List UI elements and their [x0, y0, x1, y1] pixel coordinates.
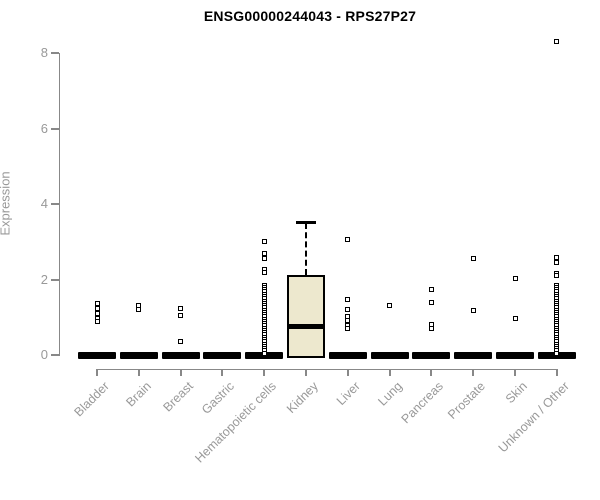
- x-category-label: Kidney: [283, 379, 321, 416]
- collapsed-box: [328, 351, 367, 359]
- outlier-point: [94, 306, 100, 312]
- outlier-point: [554, 260, 560, 265]
- y-tick-label: 4: [40, 196, 48, 211]
- x-category-label: Lung: [374, 379, 405, 409]
- outlier-point: [345, 318, 351, 324]
- y-axis-tick: [50, 127, 59, 130]
- outlier-point: [261, 256, 267, 262]
- collapsed-box: [78, 351, 116, 359]
- x-category-label: Hematopoietic cells: [192, 379, 280, 466]
- outlier-point: [387, 303, 393, 309]
- collapsed-box: [161, 351, 200, 359]
- outlier-point: [512, 275, 518, 281]
- collapsed-box: [496, 351, 534, 359]
- outlier-point: [554, 255, 560, 261]
- outlier-point: [261, 239, 267, 245]
- x-category-label: Pancreas: [399, 379, 447, 427]
- outlier-point: [470, 307, 476, 313]
- outlier-point: [345, 296, 351, 302]
- outlier-point: [554, 39, 560, 45]
- y-axis-tick: [50, 52, 59, 54]
- y-tick-label: 0: [40, 347, 48, 362]
- outlier-point: [178, 339, 184, 345]
- x-axis-tick: [221, 368, 224, 376]
- x-axis-tick: [137, 368, 140, 376]
- x-axis-tick: [388, 368, 391, 376]
- outlier-point: [512, 315, 518, 321]
- outlier-point: [428, 321, 434, 327]
- outlier-point: [345, 306, 351, 312]
- outlier-point: [470, 255, 476, 261]
- collapsed-box: [454, 351, 493, 359]
- outlier-point: [261, 350, 267, 356]
- x-axis-tick: [514, 368, 516, 376]
- x-category-label: Gastric: [199, 379, 238, 417]
- outlier-point: [261, 270, 267, 276]
- outlier-point: [428, 326, 434, 332]
- y-tick-label: 6: [40, 120, 48, 136]
- x-axis-tick: [555, 368, 558, 376]
- outlier-point: [136, 307, 142, 313]
- y-axis-tick: [50, 278, 59, 281]
- outlier-point: [136, 302, 142, 308]
- y-axis-tick: [50, 203, 59, 205]
- x-category-label: Prostate: [445, 379, 489, 422]
- whisker-cap: [296, 221, 316, 224]
- x-category-label: Bladder: [71, 379, 112, 420]
- outlier-point: [94, 311, 100, 317]
- outlier-point: [94, 300, 100, 306]
- collapsed-box: [119, 351, 158, 359]
- outlier-point: [345, 326, 351, 332]
- collapsed-box: [412, 351, 451, 359]
- y-tick-label: 2: [40, 271, 48, 287]
- x-category-label: Liver: [333, 379, 363, 409]
- outlier-point: [554, 350, 560, 356]
- outlier-point: [178, 305, 184, 311]
- y-axis-label: Expression: [0, 171, 13, 236]
- collapsed-box: [203, 351, 242, 359]
- outlier-point: [428, 286, 434, 292]
- x-axis-line: [97, 368, 558, 370]
- x-category-label: Breast: [160, 379, 196, 415]
- median-line: [289, 324, 323, 330]
- x-axis-tick: [346, 368, 349, 376]
- x-axis-tick: [263, 368, 266, 376]
- box: [287, 274, 325, 359]
- outlier-point: [554, 273, 560, 279]
- y-axis-line: [58, 53, 60, 356]
- outlier-point: [345, 313, 351, 319]
- x-category-label: Skin: [502, 379, 530, 407]
- outlier-point: [178, 313, 184, 319]
- outlier-point: [428, 300, 434, 306]
- x-axis-tick: [305, 368, 307, 376]
- x-axis-tick: [472, 368, 475, 376]
- outlier-point: [94, 319, 100, 325]
- outlier-point: [261, 250, 267, 256]
- outlier-point: [345, 237, 351, 243]
- y-axis-tick: [50, 354, 59, 356]
- upper-whisker: [305, 222, 307, 275]
- x-axis-tick: [96, 368, 98, 376]
- chart-title: ENSG00000244043 - RPS27P27: [203, 8, 417, 24]
- x-category-label: Brain: [123, 379, 154, 410]
- x-axis-tick: [179, 368, 182, 376]
- x-axis-tick: [430, 368, 433, 376]
- collapsed-box: [370, 351, 409, 359]
- y-tick-label: 8: [40, 45, 48, 60]
